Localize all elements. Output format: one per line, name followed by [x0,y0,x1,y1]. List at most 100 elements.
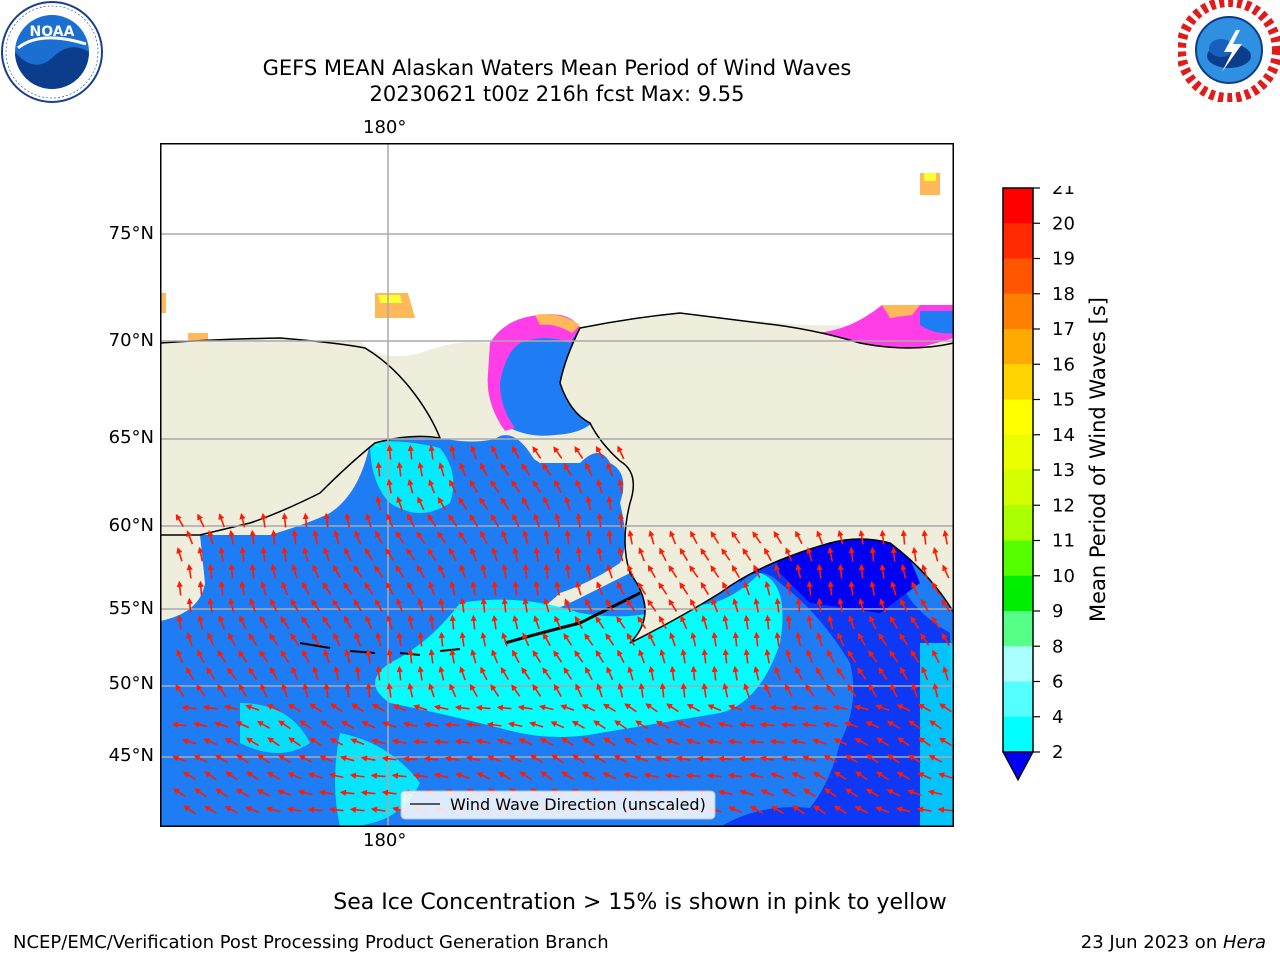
colorbar-cell [1003,364,1033,400]
wind-wave-arrow-head [175,513,182,521]
wind-wave-arrow-head [889,650,896,658]
wind-wave-arrow-head [288,737,296,744]
wind-wave-arrow-head [574,446,581,453]
wind-wave-arrow-head [721,548,728,556]
wind-wave-arrow-head [685,772,693,779]
wind-wave-arrow-head [834,771,841,778]
wind-wave-arrow-head [287,703,295,710]
wind-wave-arrow-head [781,755,788,762]
wind-wave-arrow-head [249,598,256,606]
wind-wave-arrow-head [417,665,424,673]
colorbar-tick-label: 18 [1052,284,1075,305]
wind-wave-arrow-head [322,616,329,623]
wind-wave-arrow-head [614,720,622,727]
wind-wave-arrow-head [634,755,642,762]
wind-wave-arrow-head [172,755,180,762]
wind-wave-arrow-head [596,512,603,520]
wind-wave-arrow-head [686,738,693,745]
wind-wave-arrow-head [617,649,623,657]
wind-wave-arrow-head [343,582,350,590]
wind-wave-arrow-head [239,546,246,554]
wind-wave-arrow-head [396,496,403,503]
wind-wave-arrow-head [658,582,665,590]
wind-wave-arrow-head [287,772,295,778]
wind-wave-arrow-head [428,648,435,656]
wind-wave-arrow-head [449,444,456,452]
wind-wave-arrow-head [280,616,287,623]
wind-wave-arrow-head [196,684,203,692]
wind-wave-arrow-head [207,530,214,537]
wind-wave-arrow-head [260,683,266,691]
wind-wave-arrow-head [176,614,183,622]
wind-wave-arrow-head [266,771,274,778]
wind-wave-arrow-head [553,650,560,658]
wind-wave-arrow-head [689,565,696,573]
wind-wave-arrow-head [855,771,863,778]
wind-wave-arrow-head [638,649,645,657]
wind-wave-arrow-head [696,755,704,762]
wind-wave-arrow-head [648,665,655,673]
wind-wave-arrow-head [320,720,327,727]
wind-wave-arrow-head [581,771,589,778]
wind-wave-arrow-head [722,614,729,622]
wind-wave-arrow-head [876,771,883,778]
wind-wave-arrow-head [921,666,928,674]
wind-wave-arrow-head [760,789,768,796]
wind-wave-arrow-head [542,463,549,471]
colorbar-tick-label: 17 [1052,319,1075,340]
wind-wave-arrow-head [564,496,571,503]
wind-wave-arrow-head [837,632,843,640]
wind-wave-arrow-head [309,703,316,710]
wind-wave-arrow-head [186,632,193,639]
wind-wave-arrow-head [564,563,571,571]
wind-wave-arrow-head [173,788,180,795]
wind-wave-arrow-head [911,683,918,690]
wind-wave-arrow-head [428,614,435,622]
wind-wave-arrow-head [281,546,288,554]
wind-wave-arrow-head [375,665,382,673]
wind-wave-arrow-head [227,632,234,640]
wind-wave-arrow-head [302,649,308,657]
wind-wave-arrow-head [875,704,883,711]
wind-wave-arrow-head [215,788,222,795]
wind-wave-arrow-head [449,683,455,691]
wind-wave-arrow-head [218,546,225,554]
wind-wave-arrow-head [643,772,651,779]
wind-wave-arrow-head [899,633,906,641]
wind-wave-arrow-head [803,788,810,795]
wind-wave-arrow-head [381,789,389,796]
wind-wave-arrow-head [931,616,938,624]
wind-wave-arrow-head [256,720,264,727]
wind-wave-arrow-head [771,805,778,812]
colorbar-cell [1003,329,1033,365]
wind-wave-arrow-head [500,497,507,504]
wind-wave-arrow-head [491,547,498,554]
wind-wave-arrow-head [595,445,602,453]
wind-wave-arrow-head [444,755,452,762]
wind-wave-arrow-head [731,531,738,539]
wind-wave-arrow-head [246,737,253,744]
wind-wave-arrow-head [512,513,518,521]
wind-wave-arrow-head [844,721,851,728]
wind-wave-arrow-head [354,530,361,538]
colorbar-cell [1003,646,1033,682]
wind-wave-arrow-head [227,667,234,675]
wind-wave-arrow-head [785,580,792,588]
wind-wave-arrow-head [753,631,760,639]
wind-wave-arrow-head [932,682,939,690]
wind-wave-arrow-head [433,772,441,779]
wind-wave-arrow-head [575,683,581,691]
wind-wave-arrow-head [349,806,357,813]
wind-wave-arrow-head [711,665,718,673]
wind-wave-arrow-head [574,650,581,658]
wind-wave-arrow-head [249,529,256,537]
wind-wave-arrow-head [417,496,423,504]
wind-wave-arrow-head [311,632,318,640]
wind-wave-arrow-head [182,738,189,745]
wind-wave-arrow-head [277,789,285,796]
wind-wave-arrow-head [690,665,697,673]
lat-label-65: 65°N [108,427,154,448]
wind-wave-arrow-head [328,772,336,779]
wind-wave-arrow-head [465,721,473,728]
wind-wave-arrow-head [371,703,379,710]
